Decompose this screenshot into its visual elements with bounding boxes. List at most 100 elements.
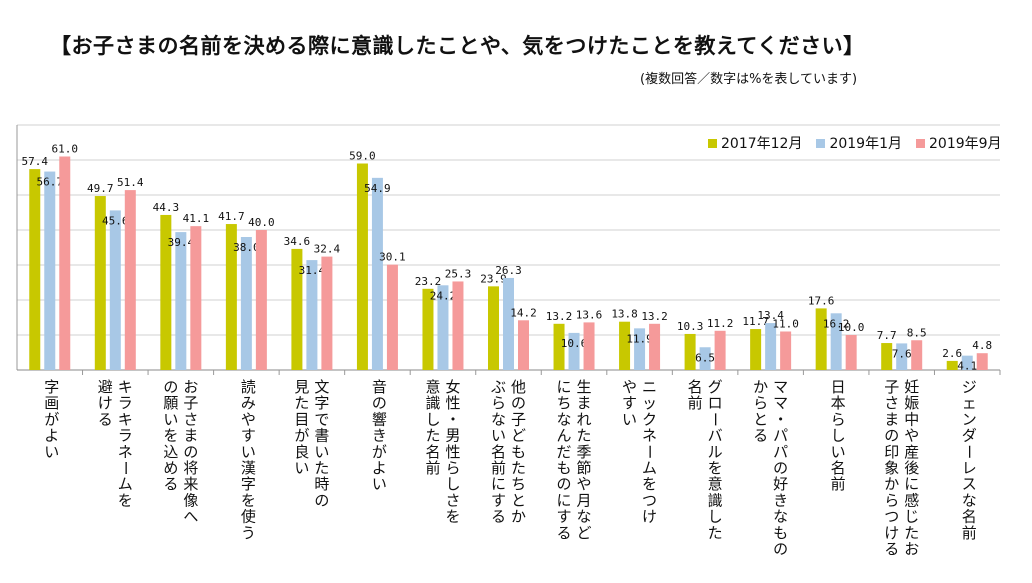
category-label-char: 名 bbox=[831, 459, 846, 477]
data-label: 10.3 bbox=[677, 320, 704, 333]
category-label-char: ち bbox=[557, 394, 572, 412]
category-label-char: よ bbox=[372, 459, 387, 477]
legend-label-2019-09: 2019年9月 bbox=[929, 136, 1002, 152]
category-label-char: お bbox=[904, 540, 919, 558]
category-label-char: ど bbox=[511, 427, 526, 445]
chart-subtitle: (複数回答／数字は%を表しています) bbox=[640, 72, 858, 87]
category-label-char: バ bbox=[708, 427, 723, 445]
data-label: 8.5 bbox=[907, 326, 927, 339]
category-label-char: 像 bbox=[183, 491, 198, 509]
category-label-char: た bbox=[314, 459, 329, 477]
category-label-char: 名 bbox=[491, 443, 506, 461]
bar bbox=[175, 232, 187, 370]
category-label-char: か bbox=[511, 508, 526, 526]
bar bbox=[356, 163, 368, 370]
bar bbox=[503, 277, 514, 370]
data-label: 61.0 bbox=[52, 143, 79, 156]
legend-item-2019-01: 2019年1月 bbox=[816, 133, 902, 153]
category-label-char: さ bbox=[445, 491, 460, 509]
category-label-char: さ bbox=[884, 394, 899, 412]
data-label: 10.6 bbox=[561, 337, 588, 350]
category-label-char: る bbox=[98, 410, 113, 428]
data-label: 7.7 bbox=[877, 329, 897, 342]
category-label-char: お bbox=[183, 378, 198, 396]
bar bbox=[896, 343, 908, 370]
category-label-char: い bbox=[163, 410, 178, 428]
data-label: 49.7 bbox=[87, 182, 114, 195]
category-label-char: 良 bbox=[294, 443, 309, 461]
category-label-char: ク bbox=[642, 410, 657, 428]
category-label-char: 音 bbox=[372, 378, 387, 396]
category-label-char: し bbox=[708, 508, 723, 526]
data-label: 11.0 bbox=[772, 318, 799, 331]
category-label-char: ム bbox=[118, 475, 133, 493]
bar bbox=[649, 323, 661, 370]
category-label-char: ん bbox=[557, 427, 572, 445]
category-label-char: 印 bbox=[884, 443, 899, 461]
bar bbox=[619, 321, 631, 370]
category-label-char: に bbox=[904, 475, 919, 493]
data-label: 54.9 bbox=[364, 182, 391, 195]
data-label: 13.4 bbox=[757, 309, 784, 322]
bar bbox=[94, 196, 106, 370]
bar bbox=[830, 313, 842, 370]
category-label-char: 中 bbox=[904, 410, 919, 428]
category-label-char: な bbox=[773, 508, 788, 526]
category-label-char: る bbox=[163, 475, 178, 493]
data-label: 59.0 bbox=[349, 150, 376, 163]
category-label-char: と bbox=[511, 491, 526, 509]
category-label-char: ー bbox=[960, 444, 978, 459]
category-label-char: 読 bbox=[241, 378, 256, 396]
bar bbox=[321, 256, 333, 370]
category-label-char: が bbox=[294, 427, 309, 445]
category-label-char: 娠 bbox=[904, 394, 919, 412]
category-label-char: 節 bbox=[577, 459, 592, 477]
bar bbox=[845, 335, 857, 370]
legend-item-2019-09: 2019年9月 bbox=[916, 133, 1002, 153]
data-label: 24.2 bbox=[430, 289, 457, 302]
bar bbox=[750, 329, 762, 370]
bar bbox=[765, 323, 777, 370]
data-label: 44.3 bbox=[153, 201, 180, 214]
category-label-char: 前 bbox=[962, 524, 977, 542]
category-label-char: や bbox=[904, 427, 919, 445]
category-label-char: 象 bbox=[884, 459, 899, 477]
category-label-char: で bbox=[314, 410, 329, 428]
bar bbox=[306, 260, 318, 370]
category-label-char: 妊 bbox=[904, 378, 919, 396]
category-label-char: じ bbox=[904, 508, 919, 526]
category-label-char: を bbox=[241, 491, 256, 509]
category-label-char: 使 bbox=[241, 508, 256, 526]
category-label-char: い bbox=[491, 427, 506, 445]
category-label-char: す bbox=[622, 394, 637, 412]
category-label-char: き bbox=[372, 427, 387, 445]
legend-label-2019-01: 2019年1月 bbox=[829, 136, 902, 152]
category-label-char: ら bbox=[445, 459, 460, 477]
data-label: 51.4 bbox=[117, 176, 144, 189]
category-label-char: ら bbox=[491, 394, 506, 412]
bar bbox=[422, 288, 434, 370]
category-label-char: す bbox=[557, 508, 572, 526]
bar bbox=[946, 360, 958, 370]
category-label-char: を bbox=[708, 459, 723, 477]
category-label-char: る bbox=[491, 508, 506, 526]
category-label-char: ら bbox=[831, 410, 846, 428]
data-label: 41.7 bbox=[218, 210, 245, 223]
category-label-char: き bbox=[773, 491, 788, 509]
category-label-char: 前 bbox=[831, 475, 846, 493]
category-label-char: の bbox=[773, 459, 788, 477]
bar bbox=[225, 224, 237, 370]
category-label-char: 字 bbox=[314, 394, 329, 412]
legend: 2017年12月 2019年1月 2019年9月 bbox=[708, 133, 1002, 153]
category-label-char: 識 bbox=[708, 491, 723, 509]
category-label-char: た bbox=[904, 524, 919, 542]
category-label-char: 書 bbox=[314, 427, 329, 445]
category-label-char: 前 bbox=[491, 459, 506, 477]
category-label-char: 将 bbox=[183, 459, 198, 477]
category-label-char: い bbox=[372, 475, 387, 493]
category-label-char: 画 bbox=[44, 394, 59, 412]
bar bbox=[124, 190, 136, 370]
category-label-char: ど bbox=[577, 524, 592, 542]
category-label-char: や bbox=[577, 475, 592, 493]
category-label-char: 名 bbox=[688, 378, 703, 396]
